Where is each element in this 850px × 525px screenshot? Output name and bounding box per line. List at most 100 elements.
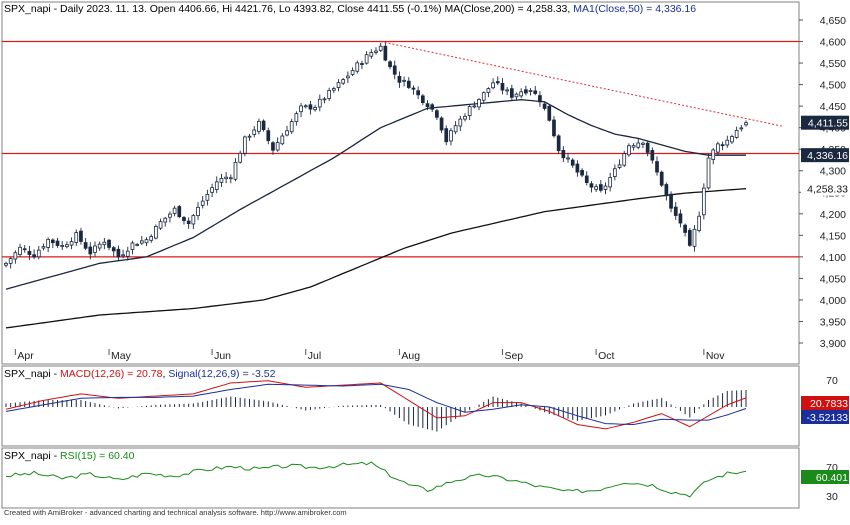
- candle-body: [350, 70, 355, 75]
- ma50-tag: 4,336.16: [807, 150, 848, 162]
- rsi-tag: 60.401: [816, 472, 848, 484]
- signal-value: -3.52: [251, 368, 276, 380]
- candle-body: [538, 95, 542, 103]
- candle-body: [130, 242, 135, 250]
- price-tick-label: 3,950: [820, 316, 846, 328]
- candle-body: [346, 75, 350, 79]
- candle-body: [397, 75, 402, 83]
- price-pane: [2, 40, 799, 355]
- price-tick-label: 4,300: [820, 166, 846, 178]
- candle-body: [697, 215, 702, 231]
- header-open: 4406.66: [178, 3, 217, 15]
- candle-body: [139, 240, 144, 244]
- candle-body: [716, 143, 720, 153]
- candle-body: [701, 187, 706, 216]
- header-ma50: 4,336.16: [655, 3, 697, 15]
- candle-body: [636, 142, 641, 148]
- candle-body: [88, 246, 93, 255]
- rsi-tick-label: 70: [826, 462, 838, 474]
- candle-body: [252, 129, 257, 135]
- candle-body: [669, 193, 673, 209]
- header-change: (-0.1%): [407, 3, 442, 15]
- candle-body: [22, 248, 27, 251]
- candle-body: [561, 150, 566, 159]
- candle-body: [116, 248, 121, 258]
- month-label: Jul: [308, 350, 321, 362]
- candle-body: [505, 89, 509, 92]
- candle-body: [303, 105, 308, 108]
- candle-body: [556, 135, 561, 152]
- candle-body: [575, 163, 580, 173]
- candle-body: [360, 63, 364, 65]
- candle-body: [416, 90, 421, 96]
- candle-body: [135, 244, 139, 246]
- signal-line: [5, 383, 747, 426]
- candle-body: [594, 186, 598, 190]
- candle-body: [308, 104, 313, 110]
- header-ma200: 4,258.33: [526, 3, 568, 15]
- candle-body: [177, 206, 182, 218]
- candle-body: [388, 61, 392, 68]
- candle-body: [79, 230, 83, 242]
- candle-body: [238, 152, 243, 163]
- macd-tag: 20.7833: [810, 398, 848, 410]
- month-label: Apr: [17, 350, 34, 362]
- month-label: Oct: [598, 350, 614, 362]
- month-label: Jun: [214, 350, 231, 362]
- candle-body: [528, 90, 533, 92]
- candle-body: [18, 246, 22, 255]
- candle-body: [210, 187, 214, 193]
- price-tick-label: 4,550: [820, 58, 846, 70]
- header-open-label: Open: [149, 3, 176, 15]
- axes: 4,6504,6004,5504,5004,4504,4004,3504,300…: [17, 15, 849, 503]
- price-header: SPX_napi - Daily 2023. 11. 13. Open 4406…: [4, 3, 697, 15]
- price-tick-label: 4,500: [820, 80, 846, 92]
- candle-body: [27, 250, 32, 255]
- candle-body: [46, 238, 51, 248]
- rsi-line: [5, 461, 747, 498]
- candle-body: [547, 105, 552, 121]
- ma200-tag: 4,258.33: [807, 184, 848, 196]
- candle-body: [392, 65, 397, 75]
- candle-body: [430, 104, 435, 110]
- price-pane-frame: [1, 1, 800, 365]
- candle-body: [725, 139, 730, 146]
- rsi-symbol: SPX_napi: [4, 450, 51, 462]
- candle-body: [125, 250, 130, 257]
- rsi-value: 60.40: [108, 450, 135, 462]
- candle-body: [233, 161, 238, 180]
- rsi-tag-bg: [801, 470, 849, 484]
- candle-body: [355, 62, 360, 72]
- candle-body: [219, 178, 224, 183]
- header-date: 2023. 11. 13.: [86, 3, 147, 15]
- candle-body: [603, 185, 608, 190]
- candle-body: [580, 170, 584, 176]
- candle-body: [200, 200, 205, 206]
- last-price-tag: 4,411.55: [808, 118, 848, 130]
- header-low: 4393.82: [293, 3, 332, 15]
- candle-body: [317, 98, 322, 108]
- header-ma50-label: MA1(Close,50): [573, 3, 644, 15]
- candle-body: [121, 254, 125, 257]
- candle-body: [378, 45, 383, 51]
- candle-body: [313, 107, 317, 111]
- candle-body: [730, 136, 734, 143]
- signal-tag-bg: [801, 410, 849, 424]
- candle-body: [154, 226, 158, 239]
- candle-body: [111, 247, 116, 252]
- last-price-tag-bg: [801, 115, 849, 130]
- candle-body: [32, 254, 36, 258]
- candle-body: [627, 145, 631, 156]
- macd-pane: [5, 380, 747, 432]
- candle-body: [683, 224, 687, 233]
- header-high-label: Hi: [222, 3, 233, 15]
- candle-body: [500, 82, 505, 91]
- candle-body: [158, 221, 163, 229]
- candle-body: [243, 136, 247, 154]
- candle-body: [102, 241, 107, 246]
- candle-body: [327, 90, 332, 99]
- rsi-label: RSI(15): [60, 450, 97, 462]
- candle-body: [266, 130, 271, 142]
- candle-body: [214, 181, 219, 190]
